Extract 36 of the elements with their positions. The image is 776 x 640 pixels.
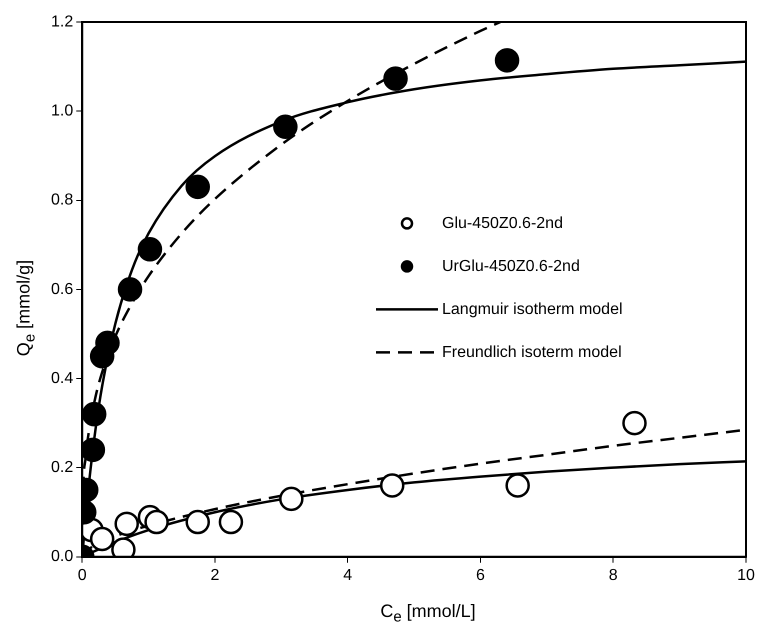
- point: [218, 510, 244, 534]
- y-tick-label: 0.4: [50, 370, 74, 387]
- point: [273, 114, 298, 139]
- x-tick-label: 6: [476, 566, 486, 584]
- y-tick-label: 1.0: [50, 102, 74, 120]
- point: [185, 174, 210, 200]
- y-tick-label: 1.2: [50, 13, 74, 30]
- point: [95, 330, 120, 356]
- point: [114, 512, 139, 536]
- legend-label: Glu-450Z0.6-2nd: [442, 214, 563, 232]
- point: [90, 526, 114, 552]
- legend-label: Langmuir isotherm model: [442, 300, 623, 318]
- y-tick-label: 0.6: [50, 280, 74, 298]
- point: [494, 48, 520, 73]
- point: [144, 510, 169, 534]
- x-tick-label: 2: [210, 566, 220, 584]
- x-axis-title: C$_{e}$ [mmol/L]: [379, 601, 477, 626]
- y-tick-label: 0.0: [50, 548, 74, 566]
- x-tick-label: 8: [608, 566, 618, 584]
- point: [82, 402, 106, 426]
- x-tick-label: 4: [343, 566, 352, 584]
- point: [118, 277, 142, 302]
- point: [505, 473, 530, 498]
- y-tick-label: 0.2: [50, 459, 74, 476]
- point: [383, 66, 408, 91]
- point: [380, 473, 404, 498]
- legend-label: Freundlich isoterm model: [442, 344, 622, 361]
- x-tick-label: 10: [737, 566, 755, 584]
- point: [82, 438, 106, 462]
- x-tick-label: 0: [78, 566, 87, 584]
- point: [279, 486, 304, 512]
- point: [185, 510, 210, 534]
- point: [138, 237, 162, 262]
- point: [622, 410, 647, 436]
- y-tick-label: 0.8: [50, 192, 74, 209]
- legend-label: UrGlu-450Z0.6-2nd: [442, 258, 580, 275]
